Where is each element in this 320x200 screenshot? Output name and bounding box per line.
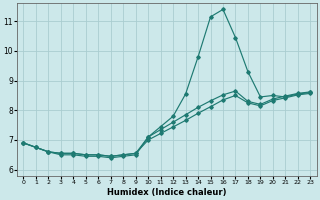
X-axis label: Humidex (Indice chaleur): Humidex (Indice chaleur) [107, 188, 227, 197]
